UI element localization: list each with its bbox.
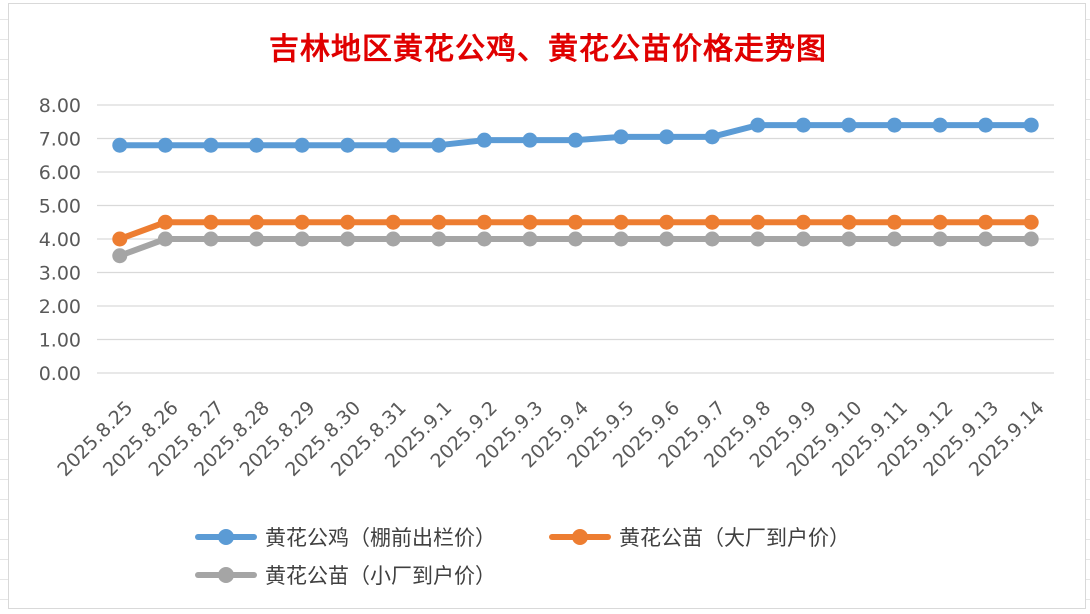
y-tick-label: 6.00: [39, 162, 81, 184]
data-point-2: [431, 231, 447, 247]
data-point-1: [340, 214, 356, 230]
data-point-2: [978, 231, 994, 247]
data-point-0: [659, 129, 675, 145]
legend-label: 黄花公苗（大厂到户价）: [619, 526, 850, 550]
data-point-1: [385, 214, 401, 230]
data-point-0: [1023, 117, 1039, 133]
data-point-0: [932, 117, 948, 133]
data-point-2: [887, 231, 902, 247]
data-point-0: [340, 137, 356, 153]
data-point-0: [203, 137, 219, 153]
plot-area: 0.001.002.003.004.005.006.007.008.002025…: [39, 95, 1054, 481]
data-point-0: [568, 132, 583, 148]
legend-swatch: [549, 522, 611, 552]
data-point-0: [522, 132, 538, 148]
legend-item: 黄花公鸡（棚前出栏价）: [195, 522, 496, 552]
chart-title: 吉林地区黄花公鸡、黄花公苗价格走势图: [269, 32, 827, 67]
data-point-1: [568, 214, 583, 230]
legend-swatch: [195, 522, 257, 552]
legend-label: 黄花公苗（小厂到户价）: [265, 564, 496, 588]
data-point-0: [112, 137, 128, 153]
legend: 黄花公鸡（棚前出栏价） 黄花公苗（大厂到户价） 黄花公苗（小厂到户价）: [9, 516, 1087, 596]
data-point-2: [203, 231, 219, 247]
data-point-0: [294, 137, 310, 153]
data-point-2: [476, 231, 492, 247]
data-point-0: [704, 129, 720, 145]
data-point-1: [750, 214, 766, 230]
data-point-1: [841, 214, 857, 230]
data-point-2: [932, 231, 948, 247]
data-point-0: [795, 117, 811, 133]
data-point-0: [841, 117, 857, 133]
data-point-1: [431, 214, 447, 230]
data-point-0: [476, 132, 492, 148]
data-point-2: [385, 231, 401, 247]
data-point-1: [932, 214, 948, 230]
data-point-2: [294, 231, 310, 247]
y-tick-label: 2.00: [39, 296, 81, 318]
y-tick-label: 0.00: [39, 363, 81, 385]
data-point-2: [1023, 231, 1039, 247]
data-point-2: [750, 231, 766, 247]
data-point-1: [157, 214, 173, 230]
data-point-0: [431, 137, 447, 153]
legend-swatch: [195, 560, 257, 590]
data-point-0: [385, 137, 401, 153]
data-point-0: [887, 117, 902, 133]
data-point-1: [1023, 214, 1039, 230]
data-point-1: [476, 214, 492, 230]
data-point-0: [978, 117, 994, 133]
data-point-2: [522, 231, 538, 247]
data-point-1: [613, 214, 629, 230]
data-point-2: [841, 231, 857, 247]
y-tick-label: 3.00: [39, 263, 81, 285]
data-point-1: [887, 214, 902, 230]
legend-label: 黄花公鸡（棚前出栏价）: [265, 526, 496, 550]
y-tick-label: 1.00: [39, 330, 81, 352]
data-point-1: [978, 214, 994, 230]
data-point-1: [203, 214, 219, 230]
data-point-0: [750, 117, 766, 133]
legend-item: 黄花公苗（小厂到户价）: [195, 560, 496, 590]
data-point-2: [704, 231, 720, 247]
data-point-1: [249, 214, 264, 230]
data-point-2: [659, 231, 675, 247]
y-tick-label: 5.00: [39, 196, 81, 218]
data-point-1: [294, 214, 310, 230]
data-point-2: [340, 231, 356, 247]
y-tick-label: 8.00: [39, 95, 81, 117]
data-point-1: [795, 214, 811, 230]
legend-item: 黄花公苗（大厂到户价）: [549, 522, 850, 552]
data-point-1: [704, 214, 720, 230]
data-point-2: [568, 231, 583, 247]
data-point-2: [112, 248, 128, 264]
y-tick-label: 4.00: [39, 229, 81, 251]
data-point-2: [613, 231, 629, 247]
data-point-2: [249, 231, 264, 247]
y-tick-label: 7.00: [39, 129, 81, 151]
data-point-2: [157, 231, 173, 247]
data-point-1: [112, 231, 128, 247]
data-point-1: [522, 214, 538, 230]
data-point-0: [157, 137, 173, 153]
data-point-2: [795, 231, 811, 247]
data-point-0: [249, 137, 264, 153]
chart-area[interactable]: 吉林地区黄花公鸡、黄花公苗价格走势图 0.00 1.00 2.00 3.00 4.00 5…: [8, 3, 1086, 609]
data-point-1: [659, 214, 675, 230]
data-point-0: [613, 129, 629, 145]
